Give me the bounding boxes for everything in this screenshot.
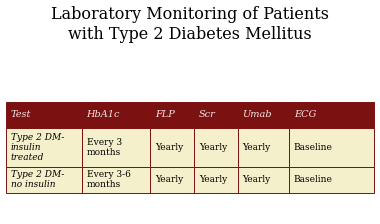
Text: Yearly: Yearly [155, 143, 183, 152]
Bar [194, 128, 238, 167]
Bar [82, 128, 150, 167]
Text: Type 2 DM-
insulin
treated: Type 2 DM- insulin treated [11, 133, 64, 162]
Text: Every 3
months: Every 3 months [87, 138, 122, 157]
Bar [150, 102, 194, 128]
Bar [82, 102, 150, 128]
Text: Every 3-6
months: Every 3-6 months [87, 170, 130, 189]
Text: FLP: FLP [155, 110, 175, 119]
Text: HbA1c: HbA1c [87, 110, 120, 119]
Bar [6, 167, 82, 193]
Text: Scr: Scr [199, 110, 215, 119]
Bar [289, 128, 374, 167]
Bar [238, 102, 289, 128]
Bar [150, 167, 194, 193]
Bar [289, 167, 374, 193]
Text: Type 2 DM-
no insulin: Type 2 DM- no insulin [11, 170, 64, 189]
Bar [194, 102, 238, 128]
Text: Yearly: Yearly [155, 175, 183, 184]
Text: Baseline: Baseline [294, 175, 332, 184]
Text: Umab: Umab [242, 110, 272, 119]
Text: Yearly: Yearly [199, 143, 227, 152]
Text: Yearly: Yearly [199, 175, 227, 184]
Bar [6, 128, 82, 167]
Text: ECG: ECG [294, 110, 316, 119]
Text: Baseline: Baseline [294, 143, 332, 152]
Text: Yearly: Yearly [242, 143, 271, 152]
Text: Laboratory Monitoring of Patients
with Type 2 Diabetes Mellitus: Laboratory Monitoring of Patients with T… [51, 6, 329, 43]
Bar [6, 102, 82, 128]
Bar [238, 167, 289, 193]
Bar [194, 167, 238, 193]
Bar [238, 128, 289, 167]
Text: Yearly: Yearly [242, 175, 271, 184]
Bar [289, 102, 374, 128]
Bar [82, 167, 150, 193]
Bar [150, 128, 194, 167]
Text: Test: Test [11, 110, 31, 119]
